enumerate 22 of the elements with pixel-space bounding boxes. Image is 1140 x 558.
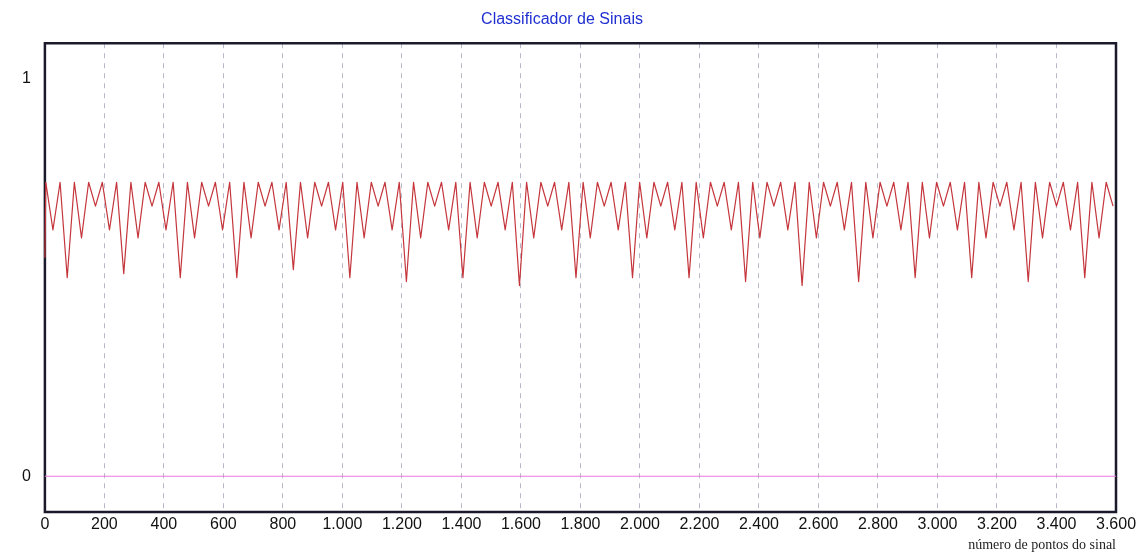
x-tick-label: 200: [91, 515, 118, 533]
x-tick-label: 600: [210, 515, 237, 533]
x-tick-label: 1.400: [441, 515, 482, 533]
x-tick-label: 1.000: [322, 515, 363, 533]
y-tick-label: 1: [21, 69, 31, 87]
x-tick-label: 1.600: [500, 515, 542, 533]
x-tick-label: 3.200: [976, 515, 1018, 533]
x-tick-label: 2.000: [619, 515, 661, 533]
x-tick-label: 0: [40, 515, 50, 533]
x-tick-label: 3.600: [1095, 515, 1137, 533]
x-tick-label: 2.200: [679, 515, 720, 533]
x-tick-label: 2.600: [798, 515, 839, 533]
x-tick-label: 800: [269, 515, 297, 533]
x-tick-label: 2.400: [738, 515, 780, 533]
chart-title: Classificador de Sinais: [481, 10, 643, 28]
x-tick-label: 1.800: [560, 515, 601, 533]
x-tick-label: 3.000: [917, 515, 958, 533]
x-tick-label: 3.400: [1036, 515, 1077, 533]
x-axis-title: número de pontos do sinal: [968, 537, 1117, 553]
x-tick-label: 400: [150, 515, 178, 533]
x-tick-label: 2.800: [857, 515, 899, 533]
x-tick-label: 1.200: [381, 515, 423, 533]
